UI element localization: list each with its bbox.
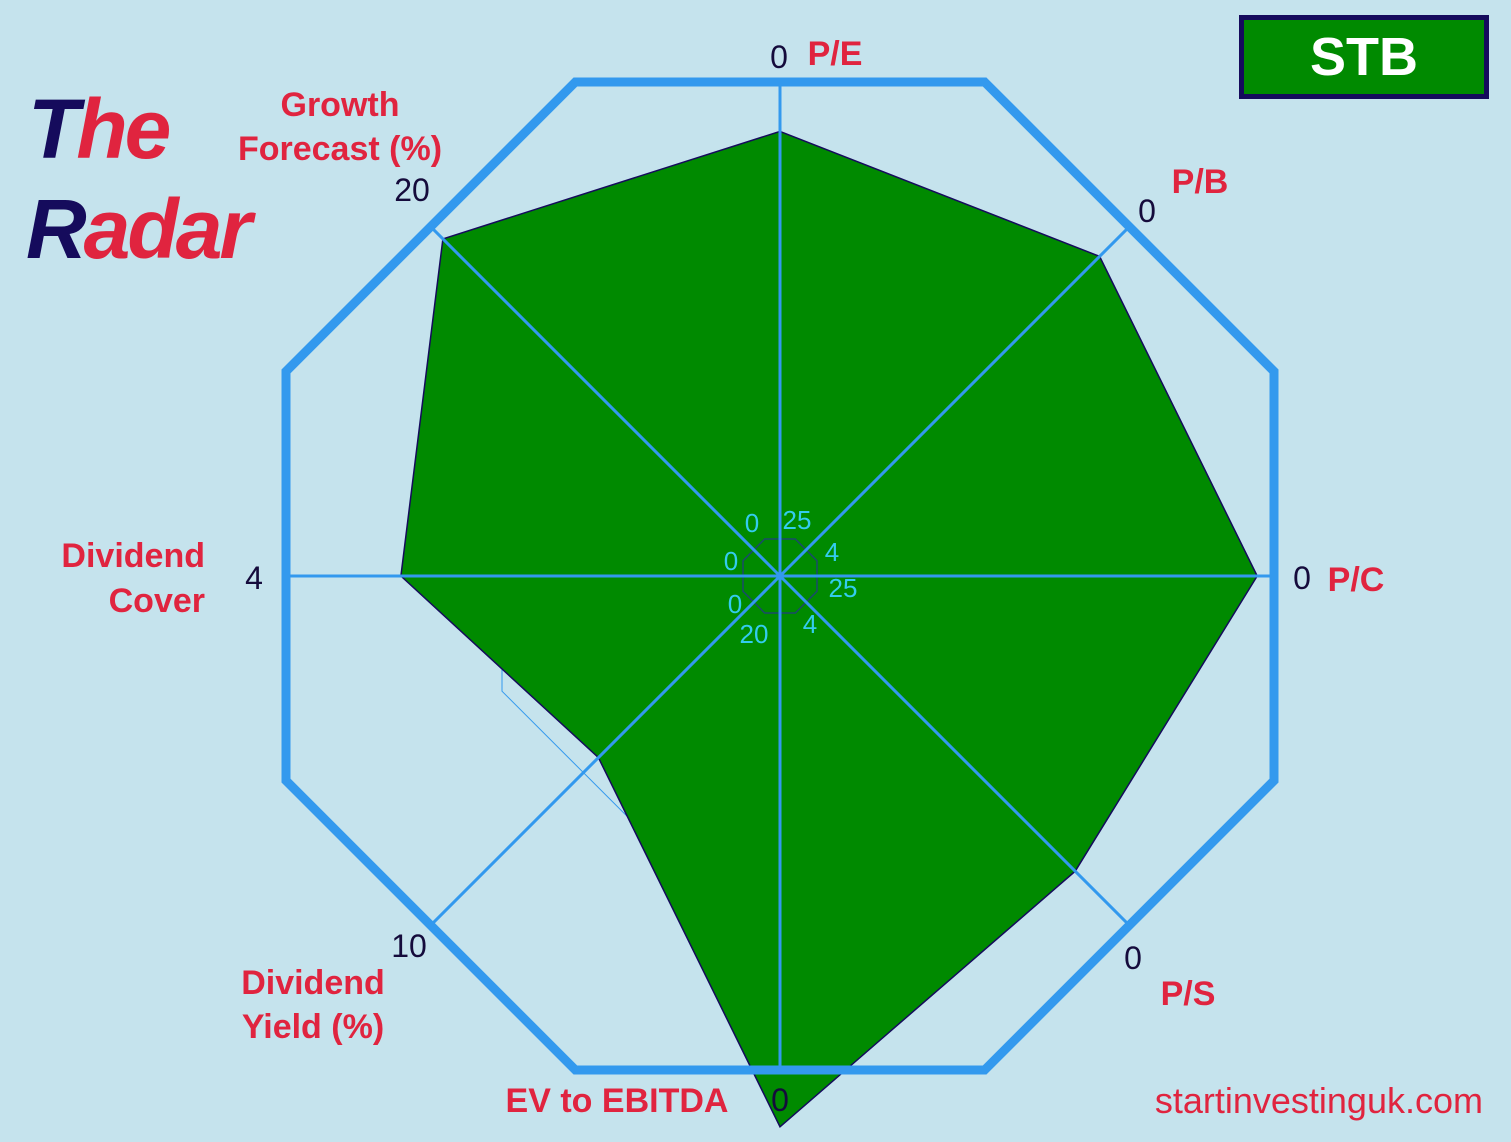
axis-name-pc: P/C: [1328, 561, 1385, 599]
data-area: [400, 130, 1259, 1129]
outer-tick-pb: 0: [1138, 193, 1156, 229]
outer-tick-pe: 0: [770, 39, 788, 75]
axis-line-3: [778, 574, 1131, 927]
logo-he: he: [76, 82, 169, 176]
center-tick-ev: 20: [740, 619, 769, 649]
axis-name-growth: Growth: [281, 86, 400, 124]
axis-name-ps: P/S: [1161, 975, 1216, 1013]
center-tick-growth: 0: [745, 508, 759, 538]
logo-r: R: [26, 182, 87, 276]
logo: The Radar: [26, 82, 259, 276]
outer-tick-pc: 0: [1293, 560, 1311, 596]
axis-name-dividend-yield-line2: Yield (%): [242, 1008, 384, 1046]
axis-line-1: [778, 225, 1131, 578]
center-tick-ps: 4: [803, 609, 817, 639]
center-tick-dividend-yield: 0: [728, 589, 742, 619]
axis-name-ev-ebitda: EV to EBITDA: [506, 1082, 729, 1120]
axis-line-5: [429, 574, 782, 927]
svg-text:Radar: Radar: [26, 182, 256, 276]
website-label: startinvestinguk.com: [1154, 1080, 1483, 1121]
outer-tick-ev: 0: [771, 1082, 789, 1118]
center-tick-pb: 4: [825, 537, 839, 567]
outer-tick-ps: 0: [1124, 940, 1142, 976]
center-tick-pe: 25: [783, 505, 812, 535]
outer-tick-growth: 20: [394, 172, 430, 208]
axis-name-dividend-yield: Dividend: [241, 964, 385, 1002]
axis-name-dividend-cover: Dividend: [61, 537, 205, 575]
axis-line-7: [429, 225, 782, 578]
axis-name-pe: P/E: [808, 35, 863, 73]
center-tick-pc: 25: [829, 573, 858, 603]
center-tick-dividend-cover: 0: [724, 546, 738, 576]
outer-tick-dividend-cover: 4: [245, 560, 263, 596]
outer-tick-dividend-yield: 10: [391, 928, 427, 964]
ticker-badge: STB: [1239, 15, 1489, 99]
outer-frame-octagon: [281, 77, 1279, 1075]
axis-name-pb: P/B: [1172, 163, 1229, 201]
grid-octagon-center: [742, 538, 818, 614]
axis-name-growth-line2: Forecast (%): [238, 130, 442, 168]
svg-text:The: The: [28, 82, 170, 176]
logo-adar: adar: [84, 182, 257, 276]
axis-name-dividend-cover-line2: Cover: [109, 582, 205, 620]
